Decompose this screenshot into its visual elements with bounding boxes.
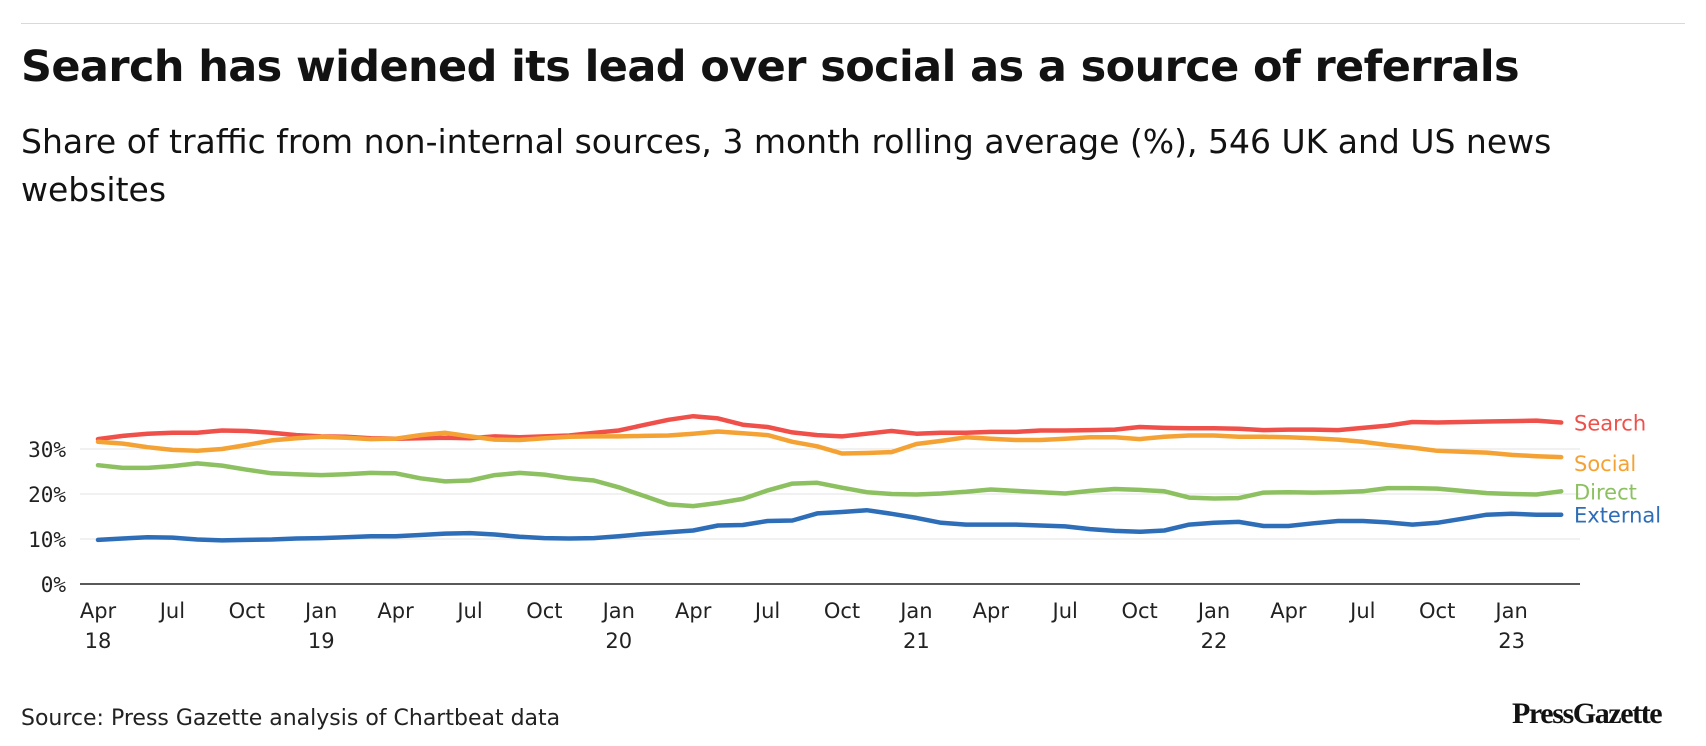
x-tick-label: Apr [675, 599, 712, 623]
x-tick-label: Apr [1270, 599, 1307, 623]
series-line-external [95, 507, 1564, 543]
x-tick-label: Jul [753, 599, 780, 623]
x-tick-year-label: 18 [85, 629, 112, 653]
x-tick-label: Oct [1121, 599, 1157, 623]
top-divider [21, 23, 1685, 24]
x-tick-label: Apr [80, 599, 117, 623]
x-tick-label: Jul [158, 599, 185, 623]
x-tick-label: Apr [973, 599, 1010, 623]
series-line-direct [95, 461, 1564, 509]
series-label-social: Social [1574, 452, 1636, 476]
x-tick-label: Oct [1419, 599, 1455, 623]
x-tick-label: Jan [303, 599, 337, 623]
x-tick-label: Oct [229, 599, 265, 623]
series-line-social [95, 429, 1564, 460]
x-tick-label: Jan [1493, 599, 1527, 623]
x-tick-year-label: 23 [1498, 629, 1525, 653]
x-tick-label: Jul [1348, 599, 1375, 623]
x-tick-label: Jul [1051, 599, 1078, 623]
x-tick-label: Oct [824, 599, 860, 623]
x-tick-year-label: 22 [1201, 629, 1228, 653]
y-tick-label: 30% [28, 438, 66, 462]
x-tick-label: Apr [377, 599, 414, 623]
x-tick-year-label: 19 [308, 629, 335, 653]
chart-subtitle: Share of traffic from non-internal sourc… [21, 122, 1552, 209]
x-tick-label: Jan [898, 599, 932, 623]
y-tick-label: 10% [28, 528, 66, 552]
x-tick-label: Oct [526, 599, 562, 623]
x-tick-year-label: 20 [605, 629, 632, 653]
press-gazette-logo: PressGazette [1512, 697, 1663, 730]
source-note: Source: Press Gazette analysis of Chartb… [21, 706, 561, 731]
x-tick-label: Jan [601, 599, 635, 623]
x-tick-label: Jul [455, 599, 482, 623]
x-tick-year-label: 21 [903, 629, 930, 653]
series-label-direct: Direct [1574, 480, 1637, 504]
x-tick-label: Jan [1196, 599, 1230, 623]
series-label-external: External [1574, 504, 1661, 528]
series-label-search: Search [1574, 411, 1646, 435]
chart-title: Search has widened its lead over social … [21, 42, 1520, 92]
y-tick-label: 0% [41, 573, 67, 597]
y-tick-label: 20% [28, 483, 66, 507]
